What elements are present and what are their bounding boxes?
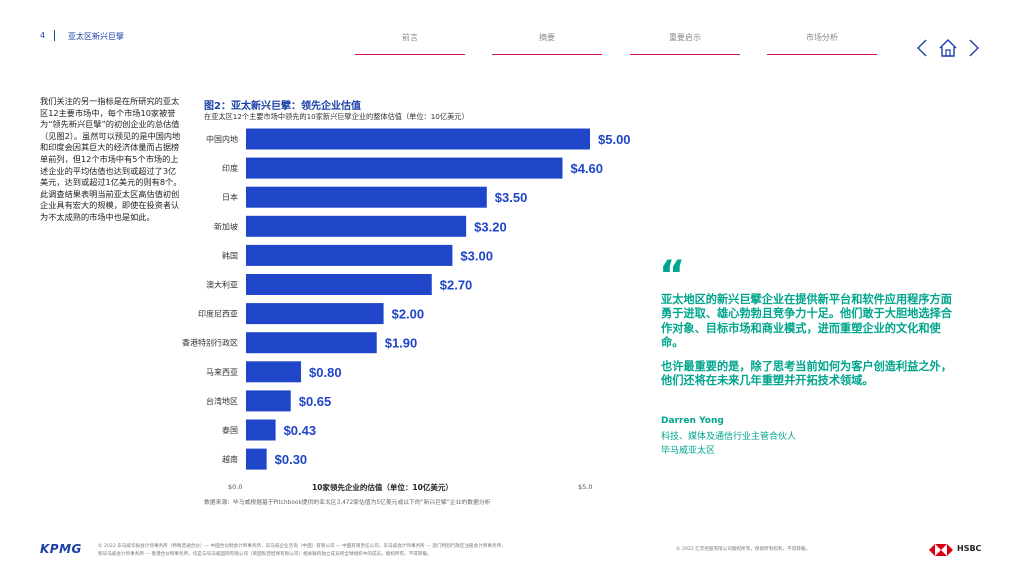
intro-paragraph: 我们关注的另一指标是在所研究的亚太区12主要市场中，每个市场10家被誉为“领先新…: [40, 96, 182, 222]
legal-text-line-2: 和毕马威会计师事务所 — 香港合伙制事务所，均是与毕马威国际有限公司（英国私营担…: [98, 552, 432, 557]
category-label: 马来西亚: [206, 368, 238, 377]
bar: [246, 419, 276, 441]
bar: [246, 332, 377, 354]
bar: [246, 244, 453, 266]
value-label: $4.60: [570, 161, 603, 176]
page-number: 4: [40, 31, 46, 40]
value-label: $0.80: [309, 365, 342, 380]
x-tick-label: $0.0: [228, 483, 242, 491]
bar: [246, 215, 467, 237]
category-label: 新加坡: [214, 221, 238, 231]
value-label: $3.00: [460, 248, 493, 263]
tab-preface[interactable]: 前言: [402, 33, 418, 42]
previous-page-icon[interactable]: [912, 38, 932, 58]
quote-author-role: 科技、媒体及通信行业主管合伙人: [661, 432, 797, 442]
bar: [246, 274, 432, 295]
x-axis-label: 10家领先企业的估值（单位：10亿美元）: [312, 482, 453, 492]
quote-paragraph-2: 也许最重要的是，除了思考当前如何为客户创造利益之外，他们还将在未来几年重塑并开拓…: [661, 360, 952, 388]
value-label: $2.00: [392, 307, 425, 322]
category-label: 香港特别行政区: [182, 338, 238, 348]
value-label: $1.90: [385, 336, 418, 351]
category-label: 印度尼西亚: [198, 309, 238, 319]
value-label: $2.70: [440, 278, 473, 293]
bar: [246, 186, 487, 208]
legal-text-right: © 2022 汇丰控股有限公司版权所有，保留所有权利，不得转载。: [676, 547, 811, 552]
chart-source-note: 数据来源：毕马威根据基于Pitchbook提供的亚太区3,472家估值为5亿美元…: [204, 498, 491, 506]
home-icon[interactable]: [938, 38, 958, 58]
quote-author-org: 毕马威亚太区: [661, 446, 716, 456]
hsbc-hexagon-icon: [929, 544, 953, 556]
chart-subtitle: 在亚太区12个主要市场中领先的10家新兴巨擘企业的整体估值（单位：10亿美元）: [204, 112, 469, 121]
bar: [246, 128, 590, 150]
category-label: 印度: [222, 163, 238, 173]
tab-summary-underline: [492, 54, 602, 55]
bar: [246, 303, 384, 325]
category-label: 越南: [222, 454, 238, 464]
category-label: 台湾地区: [206, 396, 238, 406]
category-label: 澳大利亚: [206, 280, 238, 290]
tab-market-analysis[interactable]: 市场分析: [806, 33, 838, 42]
header-divider: [54, 30, 55, 41]
legal-text-line-1: © 2022 毕马威华振会计师事务所（特殊普通合伙）— 中国合伙制会计师事务所，…: [98, 544, 506, 549]
category-label: 日本: [222, 192, 238, 202]
hsbc-logo-text: HSBC: [957, 544, 982, 553]
quote-author-name: Darren Yong: [661, 416, 724, 426]
x-tick-label: $5.0: [578, 483, 592, 491]
quote-mark-icon: “: [659, 253, 686, 299]
tab-summary[interactable]: 摘要: [539, 33, 555, 42]
bar: [246, 157, 563, 179]
bar: [246, 448, 267, 470]
quote-paragraph-1: 亚太地区的新兴巨擘企业在提供新平台和软件应用程序方面勇于进取、雄心勃勃且竞争力十…: [661, 293, 952, 350]
bar: [246, 390, 291, 412]
category-label: 泰国: [222, 425, 238, 435]
tab-key-insights-underline: [630, 54, 740, 55]
bar: [246, 361, 302, 383]
value-label: $0.30: [275, 452, 308, 467]
category-label: 中国内地: [206, 134, 238, 144]
tab-market-analysis-underline: [767, 54, 877, 55]
value-label: $3.50: [495, 190, 528, 205]
category-label: 韩国: [222, 250, 238, 260]
value-label: $0.65: [299, 394, 332, 409]
value-label: $0.43: [284, 423, 317, 438]
kpmg-logo: KPMG: [40, 542, 82, 556]
section-title[interactable]: 亚太区新兴巨擘: [68, 32, 124, 41]
tab-preface-underline: [355, 54, 465, 55]
value-label: $5.00: [598, 132, 631, 147]
next-page-icon[interactable]: [964, 38, 984, 58]
value-label: $3.20: [474, 219, 507, 234]
chart-title: 图2：亚太新兴巨擘：领先企业估值: [204, 101, 361, 112]
tab-key-insights[interactable]: 重要启示: [669, 33, 701, 42]
